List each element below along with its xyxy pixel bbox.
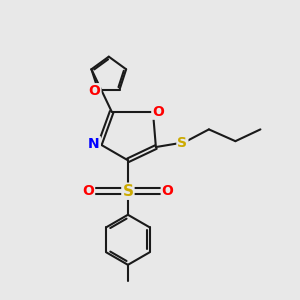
Text: O: O bbox=[152, 105, 164, 119]
Text: O: O bbox=[162, 184, 174, 198]
Text: O: O bbox=[88, 84, 101, 98]
Text: S: S bbox=[122, 184, 134, 199]
Text: S: S bbox=[177, 136, 188, 150]
Text: N: N bbox=[88, 137, 100, 151]
Text: O: O bbox=[82, 184, 94, 198]
